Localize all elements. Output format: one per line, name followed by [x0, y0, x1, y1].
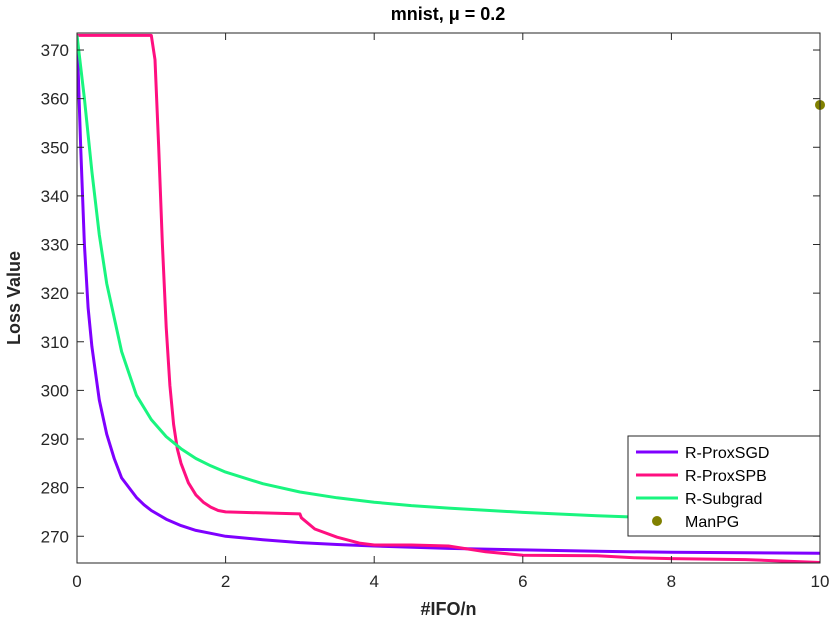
y-tick-label: 370 — [41, 41, 69, 60]
legend: R-ProxSGD R-ProxSPB R-Subgrad ManPG — [627, 435, 821, 537]
y-axis-ticks: 270 280 290 300 310 320 330 340 350 360 370 — [41, 41, 820, 546]
y-tick-label: 270 — [41, 527, 69, 546]
x-tick-label: 0 — [72, 572, 81, 591]
x-tick-label: 10 — [811, 572, 830, 591]
y-tick-label: 330 — [41, 236, 69, 255]
x-axis-ticks: 0 2 4 6 8 10 — [72, 33, 829, 591]
x-tick-label: 2 — [221, 572, 230, 591]
y-axis-title: Loss Value — [4, 251, 24, 345]
x-tick-label: 4 — [369, 572, 378, 591]
series-line-r-proxspb — [77, 33, 820, 563]
series-layer — [77, 33, 820, 563]
y-tick-label: 320 — [41, 284, 69, 303]
legend-label: R-ProxSGD — [685, 445, 769, 462]
series-line-r-proxsgd — [77, 35, 820, 555]
y-tick-label: 300 — [41, 381, 69, 400]
plot-frame — [76, 32, 821, 564]
chart-title: mnist, μ = 0.2 — [391, 4, 506, 24]
y-tick-label: 310 — [41, 333, 69, 352]
x-tick-label: 8 — [667, 572, 676, 591]
series-line-r-subgrad — [77, 35, 820, 524]
legend-label: R-Subgrad — [685, 491, 762, 508]
x-axis-title: #IFO/n — [420, 599, 476, 619]
y-tick-label: 360 — [41, 90, 69, 109]
y-tick-label: 290 — [41, 430, 69, 449]
legend-label: R-ProxSPB — [685, 468, 767, 485]
legend-label: ManPG — [685, 514, 739, 531]
y-tick-label: 340 — [41, 187, 69, 206]
y-tick-label: 350 — [41, 138, 69, 157]
x-tick-label: 6 — [518, 572, 527, 591]
legend-swatch — [652, 516, 662, 526]
y-tick-label: 280 — [41, 479, 69, 498]
